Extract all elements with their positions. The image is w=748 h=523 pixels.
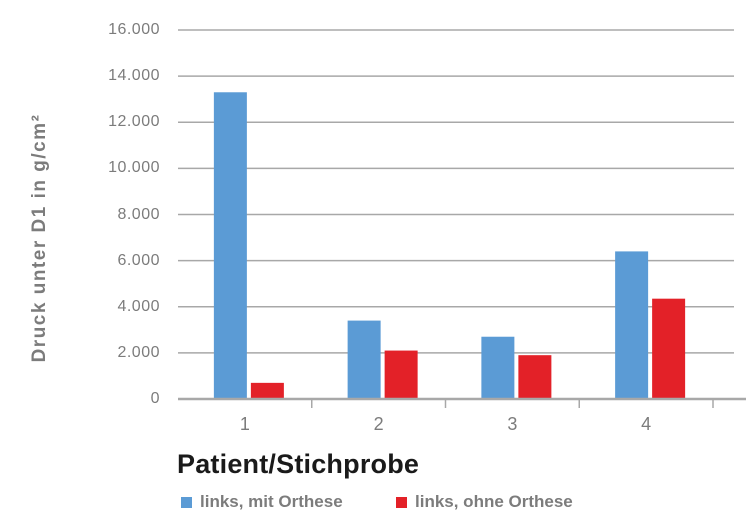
bar-series2-cat4 — [652, 298, 686, 399]
legend-swatch-blue-icon — [181, 496, 192, 508]
y-tick-label: 6.000 — [117, 251, 160, 269]
x-tick-label: 2 — [373, 414, 384, 434]
y-tick-label: 2.000 — [117, 343, 160, 361]
bar-series1-cat4 — [615, 251, 649, 399]
legend-label-ohne-orthese: links, ohne Orthese — [415, 492, 573, 511]
bar-series2-cat2 — [384, 350, 418, 399]
bar-series1-cat2 — [347, 320, 381, 399]
x-tick-label: 1 — [239, 414, 250, 434]
y-tick-label: 16.000 — [108, 21, 160, 38]
bar-series2-cat1 — [250, 382, 284, 399]
legend: links, mit Orthese links, ohne Orthese — [0, 492, 748, 514]
y-tick-label: 14.000 — [108, 67, 160, 85]
y-tick-label: 12.000 — [108, 113, 160, 131]
x-tick-label: 3 — [507, 414, 518, 434]
legend-label-mit-orthese: links, mit Orthese — [200, 492, 343, 511]
y-tick-label: 0 — [150, 390, 160, 407]
y-tick-label: 8.000 — [117, 205, 160, 223]
y-tick-label: 10.000 — [108, 159, 160, 177]
x-axis-title: Patient/Stichprobe — [177, 449, 420, 479]
legend-item-ohne-orthese: links, ohne Orthese — [396, 492, 573, 512]
bar-series1-cat1 — [213, 92, 247, 400]
bar-series1-cat3 — [481, 336, 515, 399]
legend-item-mit-orthese: links, mit Orthese — [181, 492, 343, 512]
legend-swatch-red-icon — [396, 496, 407, 508]
x-axis-tick-labels: 1 2 3 4 — [0, 412, 748, 436]
y-tick-label: 4.000 — [117, 297, 160, 315]
x-tick-label: 4 — [641, 414, 652, 434]
bar-series2-cat3 — [518, 355, 552, 399]
y-axis-title: Druck unter D1 in g/cm² — [29, 113, 50, 363]
y-axis-tick-labels: 0 2.000 4.000 6.000 8.000 10.000 12.000 14.000 1… — [0, 0, 160, 450]
